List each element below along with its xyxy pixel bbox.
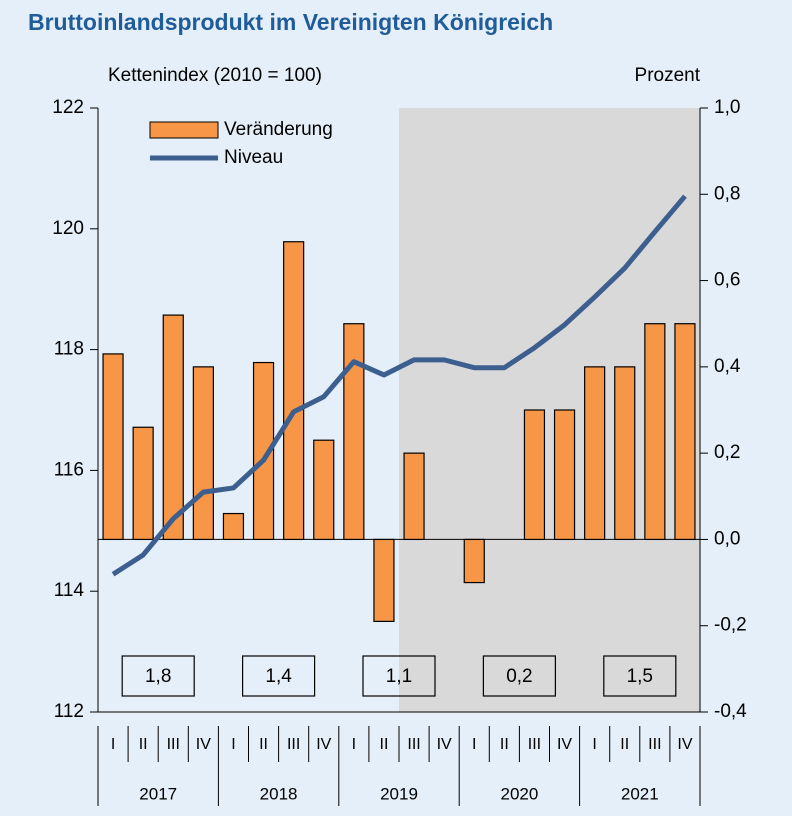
y-tick-label: 112 xyxy=(54,701,84,722)
annual-box xyxy=(242,655,316,697)
bar xyxy=(523,409,546,541)
bar xyxy=(192,366,214,541)
annual-box xyxy=(482,655,556,697)
x-tick-label: IV xyxy=(437,736,452,753)
annual-box xyxy=(362,655,436,697)
y2-tick-label: 0,4 xyxy=(714,356,741,377)
x-tick-label: IV xyxy=(677,736,692,753)
y2-tick-label: 0,2 xyxy=(714,442,740,463)
y2-tick-label: 0,6 xyxy=(714,270,740,291)
y2-tick-label: 1,0 xyxy=(714,97,740,118)
x-tick-label: I xyxy=(231,736,235,753)
x-tick-label: II xyxy=(500,736,509,753)
y2-tick-label: 0,0 xyxy=(714,528,740,549)
x-tick-label: III xyxy=(528,736,541,753)
x-tick-label: II xyxy=(259,736,268,753)
bar xyxy=(252,361,275,541)
bar xyxy=(674,323,696,541)
y-tick-label: 122 xyxy=(52,97,84,118)
x-tick-label: I xyxy=(111,736,115,753)
bar xyxy=(584,366,606,541)
legend-label: Veränderung xyxy=(224,119,333,140)
x-tick-label: I xyxy=(592,736,596,753)
x-tick-label: II xyxy=(620,736,629,753)
x-tick-label: III xyxy=(167,736,180,753)
bar xyxy=(403,452,425,541)
bar xyxy=(553,409,576,541)
bar xyxy=(132,426,154,541)
legend-label: Niveau xyxy=(224,147,283,168)
x-tick-label: II xyxy=(380,736,389,753)
x-tick-label: II xyxy=(139,736,148,753)
annual-label: 1,5 xyxy=(627,666,653,687)
annual-label: 0,2 xyxy=(506,666,532,687)
bar xyxy=(283,241,305,541)
line xyxy=(111,194,687,577)
y-tick-label: 118 xyxy=(54,339,84,360)
y-tick-label: 114 xyxy=(54,580,85,601)
y-axis-label: Kettenindex (2010 = 100) xyxy=(108,65,322,86)
y2-tick-label: -0,2 xyxy=(714,615,747,636)
x-tick-label: I xyxy=(352,736,356,753)
x-tick-label: III xyxy=(648,736,661,753)
x-tick-label: III xyxy=(407,736,420,753)
y-tick-label: 116 xyxy=(54,459,84,480)
bar xyxy=(162,314,184,541)
x-tick-label: III xyxy=(287,736,300,753)
annual-label: 1,4 xyxy=(265,666,292,687)
annual-box xyxy=(121,655,195,697)
year-label: 2017 xyxy=(139,784,177,803)
year-label: 2018 xyxy=(260,784,298,803)
x-tick-label: IV xyxy=(196,736,211,753)
annual-box xyxy=(603,655,677,697)
bar xyxy=(644,323,666,541)
y2-tick-label: -0,4 xyxy=(714,701,747,722)
x-tick-label: IV xyxy=(557,736,572,753)
x-tick-label: IV xyxy=(316,736,331,753)
y-tick-label: 120 xyxy=(52,218,84,239)
y2-axis-label: Prozent xyxy=(635,65,701,86)
year-label: 2021 xyxy=(621,784,659,803)
y2-tick-label: 0,8 xyxy=(714,183,740,204)
annual-label: 1,1 xyxy=(386,666,412,687)
year-label: 2019 xyxy=(380,784,418,803)
chart-title: Bruttoinlandsprodukt im Vereinigten Köni… xyxy=(28,9,553,35)
x-tick-label: I xyxy=(472,736,476,753)
bar xyxy=(373,538,395,623)
bar xyxy=(313,439,335,541)
bar xyxy=(343,323,365,541)
year-label: 2020 xyxy=(500,784,538,803)
bar xyxy=(463,538,485,584)
annual-label: 1,8 xyxy=(145,666,171,687)
bar xyxy=(222,512,245,541)
bar xyxy=(102,353,124,541)
bar xyxy=(614,366,636,541)
legend-swatch xyxy=(149,121,219,139)
